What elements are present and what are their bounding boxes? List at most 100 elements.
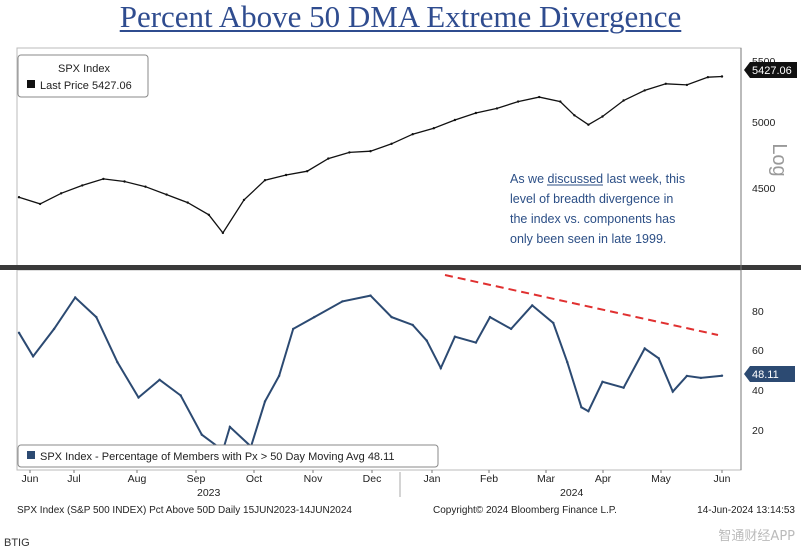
footer-center: Copyright© 2024 Bloomberg Finance L.P. xyxy=(433,505,617,516)
watermark: 智通财经APP xyxy=(718,529,795,544)
data-point xyxy=(144,185,147,188)
month-tick-label: Dec xyxy=(363,473,382,485)
breadth-last-badge: 48.11 xyxy=(744,366,795,382)
data-point xyxy=(643,347,646,350)
footer-right: 14-Jun-2024 13:14:53 xyxy=(697,505,795,516)
data-point xyxy=(580,406,583,409)
month-tick-label: Aug xyxy=(128,473,147,485)
panel-divider xyxy=(0,265,801,270)
data-point xyxy=(263,179,267,182)
data-point xyxy=(313,315,316,319)
data-point xyxy=(38,202,42,206)
price-legend-last: Last Price 5427.06 xyxy=(40,80,132,92)
price-last-value: 5427.06 xyxy=(752,65,792,77)
data-point xyxy=(263,400,267,403)
data-point xyxy=(587,410,590,413)
data-point xyxy=(369,150,372,153)
month-tick-label: Jul xyxy=(67,473,80,485)
data-point xyxy=(657,357,660,360)
data-point xyxy=(284,173,288,177)
breadth-legend-text: SPX Index - Percentage of Members with P… xyxy=(40,451,395,463)
annotation-line-3: the index vs. components has xyxy=(510,212,675,226)
breadth-legend: SPX Index - Percentage of Members with P… xyxy=(17,444,439,468)
data-point xyxy=(186,201,189,204)
data-point xyxy=(390,315,393,319)
breadth-legend-swatch xyxy=(27,451,35,459)
data-point xyxy=(411,133,414,136)
price-tick-label: 4500 xyxy=(752,183,776,195)
data-point xyxy=(587,123,590,126)
data-point xyxy=(685,374,689,378)
breadth-line xyxy=(18,294,723,453)
data-point xyxy=(327,157,330,160)
annotation-line-4: only been seen in late 1999. xyxy=(510,232,666,246)
month-tick-label: May xyxy=(651,473,672,485)
data-point xyxy=(277,374,281,378)
data-point xyxy=(242,198,246,202)
price-legend: SPX Index Last Price 5427.06 xyxy=(17,54,149,98)
breadth-tick-label: 40 xyxy=(752,385,764,397)
breadth-tick-label: 80 xyxy=(752,306,764,318)
month-tick-label: Feb xyxy=(480,473,498,485)
data-point xyxy=(601,380,604,383)
price-legend-swatch xyxy=(27,80,35,88)
breadth-y-axis: 80 60 40 20 xyxy=(752,306,764,437)
data-point xyxy=(559,100,562,103)
data-point xyxy=(671,390,674,393)
annotation-line-1: As we discussed last week, this xyxy=(510,172,685,186)
source-label: BTIG xyxy=(4,537,30,549)
annotation-line-2: level of breadth divergence in xyxy=(510,192,673,206)
data-point xyxy=(706,76,710,79)
year-label-2023: 2023 xyxy=(197,487,221,499)
data-point xyxy=(123,180,126,183)
data-point xyxy=(179,394,182,397)
data-point xyxy=(102,177,105,181)
data-point xyxy=(495,107,499,110)
data-point xyxy=(643,89,646,92)
data-point xyxy=(432,127,435,130)
data-point xyxy=(474,341,478,344)
data-point xyxy=(207,213,210,216)
time-x-axis: Jun Jul Aug Sep Oct Nov Dec Jan Feb Mar Apr May Jun xyxy=(22,470,731,485)
data-point xyxy=(531,304,534,307)
month-tick-label: Apr xyxy=(595,473,612,485)
data-point xyxy=(292,327,295,331)
data-point xyxy=(573,114,576,117)
price-y-axis: 5500 5000 4500 Log xyxy=(752,56,790,195)
data-point xyxy=(31,355,35,358)
data-point xyxy=(137,396,140,399)
data-point xyxy=(474,111,478,115)
breadth-last-value: 48.11 xyxy=(752,369,779,381)
breadth-tick-label: 20 xyxy=(752,425,764,437)
data-point xyxy=(685,83,689,87)
data-point xyxy=(453,118,457,122)
log-scale-label: Log xyxy=(768,143,790,176)
month-tick-label: Jun xyxy=(22,473,39,485)
annotation-line-text: As we discussed last week, this xyxy=(510,172,685,186)
data-point xyxy=(348,151,351,154)
data-point xyxy=(95,315,98,319)
data-point xyxy=(411,323,414,327)
annotation-text: As we discussed last week, this level of… xyxy=(510,172,685,246)
data-point xyxy=(488,315,492,319)
price-tick-label: 5000 xyxy=(752,117,776,129)
chart-title: Percent Above 50 DMA Extreme Divergence xyxy=(119,0,682,34)
data-point xyxy=(81,184,84,187)
data-point xyxy=(221,231,225,235)
data-point xyxy=(306,170,309,173)
data-point xyxy=(453,335,457,338)
data-point xyxy=(601,115,604,118)
month-tick-label: Jan xyxy=(424,473,441,485)
data-point xyxy=(390,142,393,145)
data-point xyxy=(52,327,56,331)
year-label-2024: 2024 xyxy=(560,487,584,499)
data-point xyxy=(60,192,63,195)
month-tick-label: Jun xyxy=(714,473,731,485)
data-point xyxy=(17,196,21,199)
data-point xyxy=(622,99,625,102)
data-point xyxy=(566,361,569,364)
data-point xyxy=(552,321,555,325)
spx-price-points xyxy=(17,75,724,235)
data-point xyxy=(116,361,119,364)
